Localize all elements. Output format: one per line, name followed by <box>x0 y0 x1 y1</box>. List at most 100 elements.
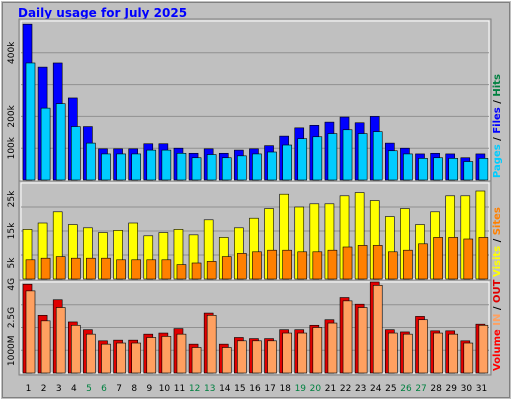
legend-segment: / <box>492 303 503 314</box>
x-tick-label: 30 <box>461 384 473 394</box>
x-tick-label: 22 <box>340 384 351 394</box>
bar-sites <box>176 264 187 280</box>
panel-legend: Pages / Files / Hits <box>492 74 503 178</box>
bar-pages <box>448 158 459 181</box>
bar-sites <box>70 257 81 280</box>
x-tick-label: 5 <box>86 384 92 394</box>
bar-pages <box>131 153 141 181</box>
bar-in <box>297 332 308 374</box>
bar-pages <box>418 158 428 181</box>
bar-sites <box>40 257 51 280</box>
legend-segment: / <box>492 235 503 246</box>
bar-pages <box>252 153 262 181</box>
x-tick-label: 15 <box>234 384 245 394</box>
bar-in <box>267 340 277 374</box>
bar-pages <box>237 155 247 181</box>
bar-in <box>463 342 474 374</box>
bar-in <box>221 347 232 374</box>
bar-pages <box>40 107 51 181</box>
x-tick-label: 24 <box>370 384 382 394</box>
bar-pages <box>327 133 338 181</box>
bar-in <box>478 324 489 374</box>
bar-in <box>403 333 413 374</box>
bar-in <box>191 347 202 374</box>
x-tick-label: 25 <box>385 384 396 394</box>
x-tick-label: 13 <box>204 384 215 394</box>
x-tick-label: 29 <box>446 384 458 394</box>
y-tick-label: 200k <box>7 104 17 127</box>
bar-in <box>25 290 36 374</box>
bar-in <box>70 324 81 374</box>
bar-in <box>101 343 111 374</box>
bar-sites <box>388 251 398 280</box>
bar-sites <box>206 261 217 280</box>
panel-legend: Volume IN / OUT <box>492 279 503 371</box>
bar-sites <box>342 246 353 280</box>
chart-title: Daily usage for July 2025 <box>18 6 187 20</box>
bar-pages <box>70 126 81 181</box>
bar-in <box>116 342 126 374</box>
bar-sites <box>463 238 474 280</box>
y-tick-label: 15k <box>7 222 17 239</box>
x-tick-label: 27 <box>415 384 426 394</box>
x-tick-label: 20 <box>310 384 322 394</box>
bar-in <box>327 322 338 374</box>
x-tick-label: 16 <box>249 384 261 394</box>
bar-sites <box>191 262 202 280</box>
x-tick-label: 21 <box>325 384 336 394</box>
panel-top: 100k 200k 400k Pages / Files / Hits <box>7 18 503 183</box>
x-tick-label: 14 <box>219 384 231 394</box>
bar-in <box>448 333 459 374</box>
bar-pages <box>463 161 474 181</box>
legend-segment: Sites <box>492 207 503 235</box>
bar-sites <box>448 237 459 280</box>
bar-sites <box>252 251 262 280</box>
x-tick-label: 17 <box>264 384 275 394</box>
bar-sites <box>101 257 111 280</box>
bar-in <box>176 333 187 374</box>
bar-sites <box>403 249 413 280</box>
bar-sites <box>478 237 489 280</box>
bar-in <box>40 320 51 374</box>
bar-pages <box>86 142 96 181</box>
panel-middle: 5k 15k 25k Visits / Sites <box>7 180 503 282</box>
bar-sites <box>55 256 66 280</box>
bar-sites <box>418 243 428 280</box>
x-tick-label: 2 <box>41 384 47 394</box>
bar-in <box>372 285 383 374</box>
legend-segment: IN <box>492 314 503 326</box>
bar-pages <box>267 151 277 181</box>
bar-sites <box>86 257 96 280</box>
legend-segment: OUT <box>492 279 503 303</box>
bar-sites <box>25 259 36 280</box>
bar-in <box>433 332 443 374</box>
bar-pages <box>433 157 443 181</box>
x-tick-label: 26 <box>400 384 412 394</box>
bar-sites <box>161 259 172 280</box>
x-tick-label: 3 <box>56 384 62 394</box>
x-tick-label: 9 <box>146 384 152 394</box>
legend-segment: Visits <box>492 246 503 277</box>
bar-sites <box>372 245 383 280</box>
x-tick-label: 18 <box>279 384 291 394</box>
bar-pages <box>25 62 36 181</box>
y-tick-label: 400k <box>7 41 17 64</box>
bar-sites <box>297 251 308 280</box>
x-tick-label: 4 <box>71 384 77 394</box>
bar-in <box>237 340 247 374</box>
bar-pages <box>176 152 187 181</box>
x-tick-label: 7 <box>116 384 122 394</box>
bar-sites <box>267 249 277 280</box>
x-tick-label: 31 <box>476 384 487 394</box>
bar-in <box>282 332 292 374</box>
y-tick-label: 100k <box>7 136 17 159</box>
x-tick-label: 19 <box>295 384 307 394</box>
bar-sites <box>433 237 443 280</box>
bar-pages <box>221 157 232 181</box>
legend-segment: Hits <box>492 74 503 97</box>
bar-in <box>312 327 323 374</box>
bar-pages <box>342 129 353 181</box>
legend-segment: Pages <box>492 144 503 178</box>
